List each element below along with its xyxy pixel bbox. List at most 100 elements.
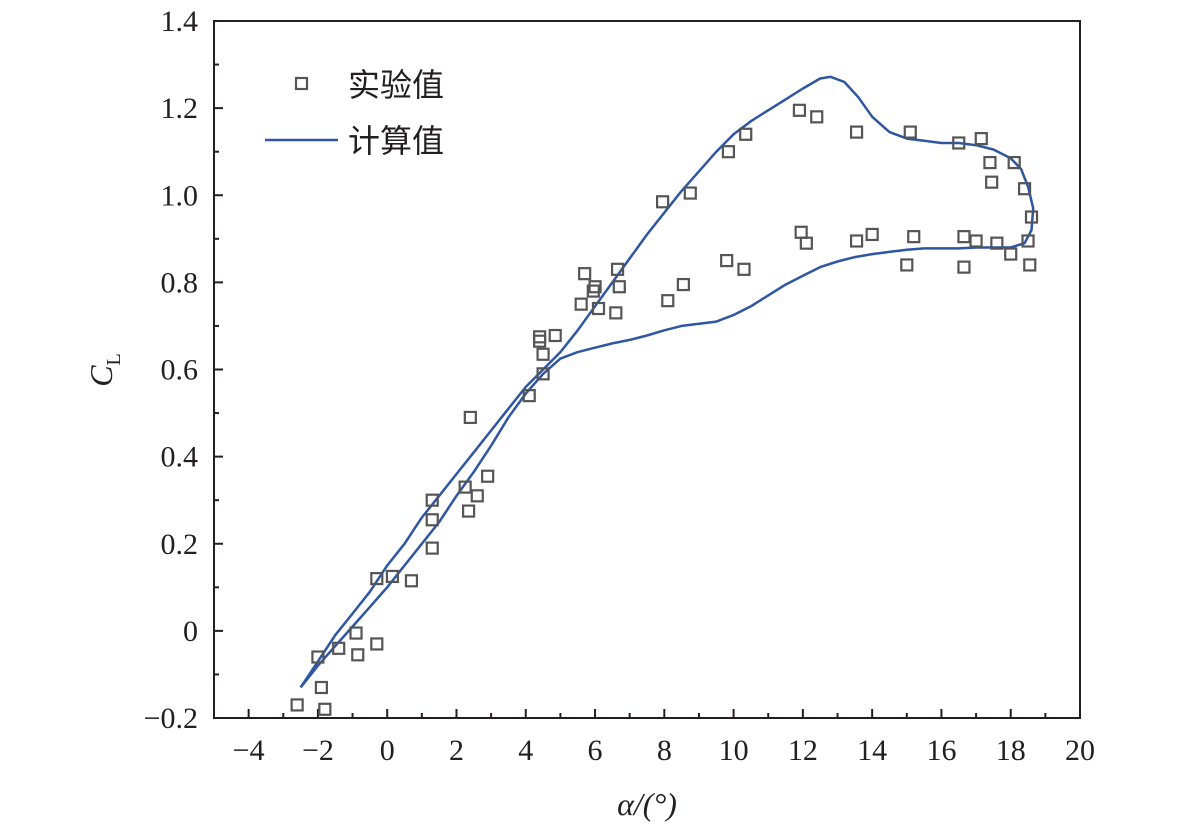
data-point-experimental — [983, 155, 997, 170]
data-point-experimental — [332, 641, 346, 655]
data-point-experimental — [903, 125, 917, 139]
data-point-experimental — [1017, 182, 1032, 196]
y-tick-label: 0.6 — [161, 354, 199, 387]
x-tick-label: 14 — [857, 734, 887, 767]
x-axis-label: α/(°) — [617, 786, 677, 822]
data-point-experimental — [1004, 247, 1018, 261]
data-point-experimental — [849, 125, 864, 139]
data-point-experimental — [533, 330, 547, 344]
data-point-experimental — [737, 262, 751, 276]
x-tick-label: 8 — [657, 734, 672, 767]
x-tick-label: 20 — [1065, 734, 1095, 767]
data-point-experimental — [1024, 210, 1039, 224]
data-point-experimental — [533, 334, 547, 348]
y-tick-label: 1.2 — [161, 92, 199, 125]
data-point-experimental — [792, 103, 807, 117]
y-tick-label: −0.2 — [144, 702, 198, 735]
data-point-experimental — [799, 236, 813, 250]
data-point-experimental — [290, 698, 304, 712]
data-point-experimental — [385, 569, 399, 584]
series-line-calculated — [299, 75, 1035, 689]
y-tick-label: 1.4 — [161, 5, 199, 38]
x-tick-label: 16 — [926, 734, 956, 767]
ticks-layer: −4 −2 0 2 4 6 8 10 12 14 16 18 20 −0.2 0 0.2 0.4 0.6 0.8 1.… — [144, 5, 1095, 767]
plot-frame — [213, 20, 1081, 719]
data-point-experimental — [957, 260, 971, 274]
data-point-experimental — [591, 301, 606, 316]
y-tick-label: 1.0 — [161, 179, 199, 212]
data-point-experimental — [794, 225, 808, 239]
y-tick-label: 0.2 — [161, 528, 199, 561]
data-point-experimental — [370, 571, 384, 586]
data-point-experimental — [470, 489, 484, 503]
data-point-experimental — [952, 136, 966, 150]
data-point-experimental — [351, 648, 365, 662]
data-point-experimental — [974, 132, 988, 146]
data-point-experimental — [311, 650, 325, 664]
data-point-experimental — [425, 513, 439, 527]
points-layer — [290, 103, 1039, 716]
data-point-experimental — [739, 127, 753, 141]
data-point-experimental — [548, 328, 562, 343]
x-tick-label: 12 — [788, 734, 818, 767]
legend-scatter-marker — [294, 76, 309, 91]
legend-line-label: 计算值 — [348, 122, 444, 160]
data-point-experimental — [957, 230, 971, 244]
data-point-experimental — [612, 280, 626, 294]
data-point-experimental — [481, 469, 495, 483]
data-point-experimental — [610, 262, 625, 276]
data-point-experimental — [586, 284, 600, 298]
data-point-experimental — [1023, 258, 1037, 272]
data-point-experimental — [907, 230, 921, 244]
data-point-experimental — [1007, 155, 1021, 170]
y-axis-label-subscript: L — [103, 353, 125, 365]
data-point-experimental — [462, 504, 476, 518]
data-point-experimental — [1021, 234, 1035, 248]
data-point-experimental — [985, 175, 999, 189]
data-point-experimental — [578, 267, 592, 281]
y-axis-label-main: CL — [83, 353, 125, 387]
data-point-experimental — [810, 110, 824, 124]
data-point-experimental — [318, 702, 332, 716]
data-point-experimental — [588, 280, 602, 294]
y-tick-label: 0 — [183, 615, 198, 648]
data-point-experimental — [349, 626, 363, 640]
y-tick-label: 0.4 — [161, 441, 199, 474]
data-point-experimental — [676, 277, 690, 292]
data-point-experimental — [849, 234, 864, 248]
data-point-experimental — [458, 480, 472, 494]
data-point-experimental — [609, 306, 623, 320]
legend: 实验值 计算值 — [265, 66, 444, 160]
data-point-experimental — [900, 258, 914, 272]
x-tick-label: 18 — [996, 734, 1026, 767]
y-axis-label-symbol: C — [83, 365, 119, 387]
data-point-experimental — [720, 253, 734, 268]
data-point-experimental — [425, 493, 439, 507]
data-point-experimental — [721, 145, 736, 159]
data-point-experimental — [661, 294, 675, 308]
data-point-experimental — [536, 347, 550, 361]
data-point-experimental — [655, 195, 670, 209]
data-point-experimental — [522, 389, 536, 403]
x-tick-label: 10 — [719, 734, 749, 767]
data-point-experimental — [683, 186, 697, 200]
data-point-experimental — [314, 680, 328, 695]
data-point-experimental — [574, 297, 588, 311]
x-tick-label: −2 — [302, 734, 334, 767]
x-tick-label: −4 — [233, 734, 265, 767]
data-point-experimental — [969, 234, 983, 248]
line-layer — [299, 75, 1035, 689]
x-tick-label: 2 — [449, 734, 464, 767]
x-tick-label: 0 — [380, 734, 395, 767]
x-tick-label: 6 — [588, 734, 603, 767]
legend-scatter-label: 实验值 — [348, 66, 444, 104]
data-point-experimental — [425, 541, 439, 555]
data-point-experimental — [536, 367, 550, 381]
data-point-experimental — [990, 236, 1004, 250]
y-tick-label: 0.8 — [161, 266, 199, 299]
x-tick-label: 4 — [518, 734, 533, 767]
y-axis-label: CL — [83, 353, 125, 387]
data-point-experimental — [370, 637, 384, 651]
data-point-experimental — [865, 227, 879, 242]
